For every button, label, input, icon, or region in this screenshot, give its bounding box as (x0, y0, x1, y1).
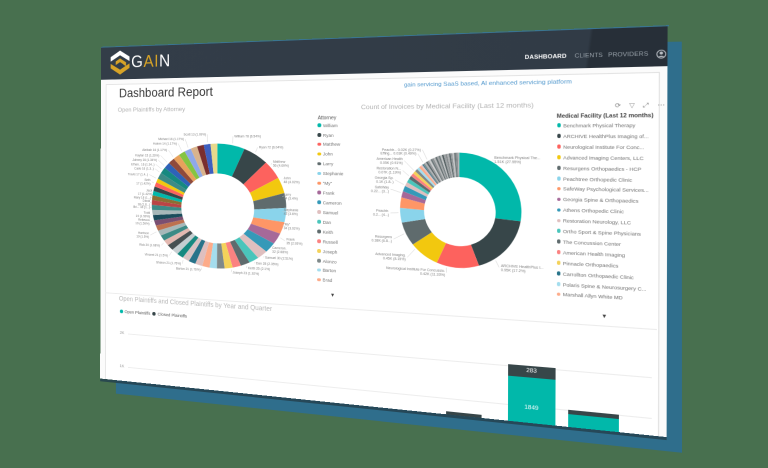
svg-text:Cade 16 (1.3..): Cade 16 (1.3..) (134, 166, 153, 171)
svg-text:Todd: Todd (144, 210, 151, 215)
svg-text:Kaylan 15 (1.26%): Kaylan 15 (1.26%) (135, 153, 159, 158)
svg-text:Johnny 16 (1.34%): Johnny 16 (1.34%) (132, 158, 157, 163)
svg-text:Scott 13 (1.09%): Scott 13 (1.09%) (184, 132, 207, 136)
svg-text:Vincent 21 (1.5%): Vincent 21 (1.5%) (145, 252, 168, 258)
svg-text:56 (4.69%): 56 (4.69%) (273, 163, 289, 168)
svg-text:Dan 28 (2.35%): Dan 28 (2.35%) (256, 261, 279, 267)
svg-text:0.95K (17.2%): 0.95K (17.2%) (501, 267, 526, 273)
svg-text:Frank: Frank (286, 237, 295, 242)
svg-text:Advanced Imaging.: Advanced Imaging. (375, 252, 406, 258)
svg-text:Keith 25 (2.1%): Keith 25 (2.1%) (248, 266, 270, 272)
svg-text:Bri... 18 (1...): Bri... 18 (1...) (133, 205, 150, 210)
svg-text:Stephanie: Stephanie (284, 208, 299, 213)
svg-text:John: John (284, 176, 292, 181)
svg-text:Peachtr.: Peachtr. (376, 208, 389, 213)
svg-text:Matthew: Matthew (273, 159, 286, 164)
svg-text:17 (1.42%): 17 (1.42%) (136, 181, 150, 186)
svg-text:Harrison: Harrison (138, 231, 149, 236)
svg-text:0.2... (4...): 0.2... (4...) (373, 212, 389, 217)
svg-text:William 78 (6.54%): William 78 (6.54%) (234, 134, 261, 139)
svg-text:Michael 16 (1.17%): Michael 16 (1.17%) (158, 137, 184, 141)
svg-text:Sharon 21 (1.76%): Sharon 21 (1.76%) (156, 260, 181, 266)
svg-text:44 (3.4%): 44 (3.4%) (284, 196, 298, 201)
svg-text:Cameron.: Cameron. (272, 246, 287, 251)
svg-text:Barton 21 (1.76%): Barton 21 (1.76%) (176, 266, 201, 272)
svg-text:18 (1.8...): 18 (1.8...) (138, 202, 151, 207)
svg-text:Rick 20 (1.68%): Rick 20 (1.68%) (139, 242, 160, 247)
svg-text:34 (3.02%): 34 (3.02%) (284, 226, 300, 231)
svg-text:Larry: Larry (284, 192, 292, 197)
svg-text:Aleibah 16 (1.17%): Aleibah 16 (1.17%) (142, 148, 167, 153)
svg-text:Georgia Sp.: Georgia Sp. (375, 175, 394, 180)
svg-text:Benchmark Physical The...: Benchmark Physical The... (494, 155, 541, 160)
svg-text:0.45K (8.15%): 0.45K (8.15%) (383, 256, 406, 262)
svg-text:0.05K (0.91%): 0.05K (0.91%) (380, 160, 403, 165)
svg-text:Restoration N...: Restoration N... (376, 166, 401, 171)
svg-text:Neurological Institute For Con: Neurological Institute For Concussio. (386, 265, 445, 273)
svg-text:0.1K (1.8..): 0.1K (1.8..) (376, 179, 394, 184)
svg-text:Ryan 72 (6.04%): Ryan 72 (6.04%) (259, 145, 283, 150)
svg-text:Seth: Seth (144, 178, 150, 182)
svg-text:Effing... 0.03K (0.49%): Effing... 0.03K (0.49%) (380, 151, 416, 156)
svg-text:David: David (143, 198, 151, 203)
svg-text:Mary 18 (1...): Mary 18 (1...) (134, 195, 151, 200)
svg-text:19 (1.5%): 19 (1.5%) (136, 234, 149, 239)
svg-text:19 (1.59%): 19 (1.59%) (135, 221, 149, 226)
svg-text:Samuel 30 (2.51%): Samuel 30 (2.51%) (265, 255, 293, 261)
svg-text:32 (2.68%): 32 (2.68%) (272, 249, 288, 254)
svg-text:0.07K (1.19%): 0.07K (1.19%) (378, 170, 401, 175)
svg-text:Resurgens: Resurgens (375, 234, 393, 239)
svg-text:0.38K (6.8...): 0.38K (6.8...) (372, 238, 392, 244)
svg-text:SafeWay: SafeWay (375, 184, 390, 189)
svg-text:0.22... (3...): 0.22... (3...) (371, 188, 389, 193)
svg-text:0.42K (11.33%): 0.42K (11.33%) (420, 271, 445, 277)
svg-text:Travis 17 (1.4..): Travis 17 (1.4..) (128, 172, 148, 177)
svg-text:Rebecca: Rebecca (138, 217, 150, 222)
svg-text:Jack: Jack (146, 188, 153, 193)
svg-text:43 (3.6%): 43 (3.6%) (284, 211, 298, 216)
svg-text:American Health: American Health (377, 156, 404, 161)
svg-text:Ethan.. 16 (1.34..): Ethan.. 16 (1.34..) (131, 162, 154, 167)
svg-text:Hulem 14 (1.17%): Hulem 14 (1.17%) (153, 141, 177, 145)
svg-text:17 (1.42%): 17 (1.42%) (138, 192, 152, 197)
svg-text:Joseph 23 (1.92%): Joseph 23 (1.92%) (233, 270, 260, 276)
svg-text:48 (4.02%): 48 (4.02%) (284, 180, 300, 185)
svg-text:Peachtr... 0.02K (0.27%): Peachtr... 0.02K (0.27%) (382, 147, 421, 152)
svg-text:19 (1.59%): 19 (1.59%) (136, 214, 150, 219)
svg-text:“My”: “My” (284, 222, 291, 227)
svg-text:ARCHIVE HealthPlus I...: ARCHIVE HealthPlus I... (501, 263, 544, 270)
svg-text:35 (2.93%): 35 (2.93%) (286, 241, 302, 246)
svg-text:1.51K (27.55%): 1.51K (27.55%) (494, 159, 521, 164)
